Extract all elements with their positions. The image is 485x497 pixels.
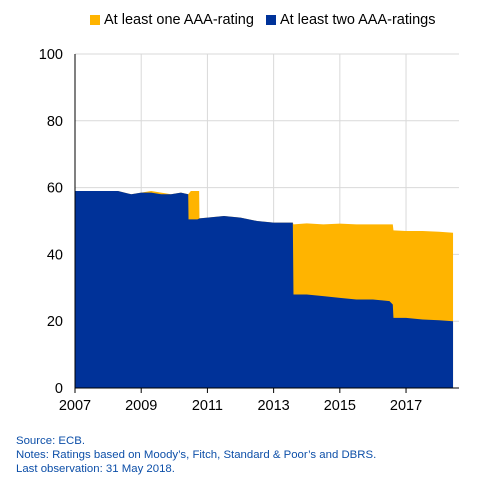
legend-swatch-one-aaa: [90, 15, 100, 25]
y-tick-labels: 0 20 40 60 80 100: [39, 47, 63, 397]
x-tick-label-2017: 2017: [390, 398, 422, 414]
source-note: Source: ECB.: [16, 435, 86, 447]
x-tick-label-2009: 2009: [125, 398, 157, 414]
x-tick-labels: 2007 2009 2011 2013 2015 2017: [59, 398, 422, 414]
chart-notes: Source: ECB. Notes: Ratings based on Moo…: [16, 434, 376, 476]
area-series-two-aaa: [75, 190, 454, 388]
legend-label-one-aaa: At least one AAA-rating: [104, 12, 254, 28]
y-tick-label-20: 20: [47, 314, 63, 330]
area-chart: 0 20 40 60 80 100 2007 2009 2011 2013 2015 2017: [39, 47, 459, 414]
last-observation-note: Last observation: 31 May 2018.: [16, 463, 175, 475]
x-tick-label-2011: 2011: [192, 398, 223, 414]
area-series: [75, 190, 454, 388]
legend-item-one-aaa: At least one AAA-rating: [90, 12, 254, 28]
y-tick-label-40: 40: [47, 247, 63, 263]
chart-legend: At least one AAA-rating At least two AAA…: [90, 12, 444, 29]
legend-item-two-aaa: At least two AAA-ratings: [265, 12, 436, 28]
legend-label-two-aaa: At least two AAA-ratings: [279, 12, 436, 28]
x-tick-label-2013: 2013: [257, 398, 289, 414]
y-tick-label-80: 80: [47, 114, 63, 130]
x-tick-label-2015: 2015: [324, 398, 356, 414]
y-tick-label-60: 60: [47, 181, 63, 197]
ratings-note: Notes: Ratings based on Moody’s, Fitch, …: [16, 449, 377, 461]
y-tick-label-0: 0: [55, 381, 63, 397]
legend-swatch-two-aaa: [265, 15, 276, 25]
axes: [74, 54, 459, 393]
y-tick-label-100: 100: [39, 47, 63, 63]
x-tick-label-2007: 2007: [59, 398, 91, 414]
